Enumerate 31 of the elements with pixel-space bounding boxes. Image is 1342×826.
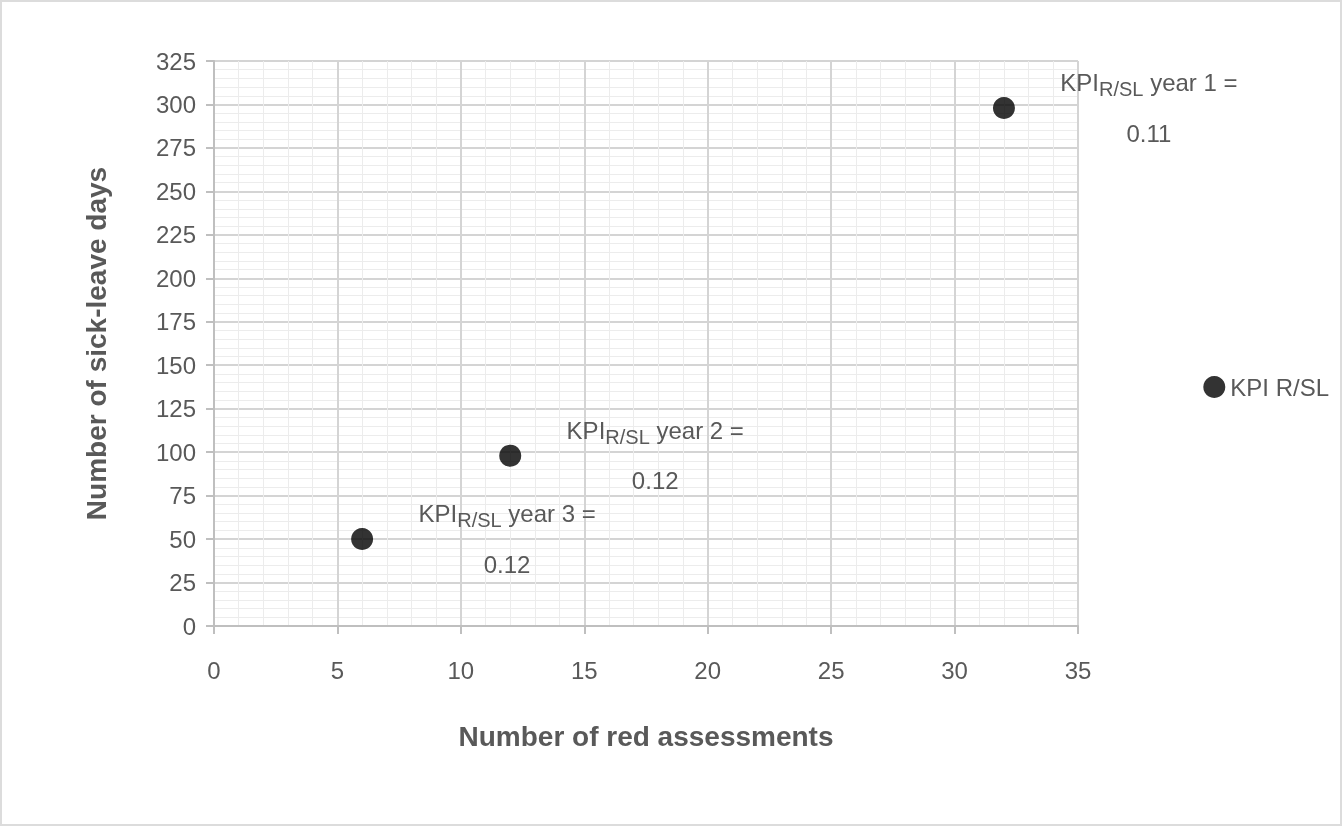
- y-tick-label: 175: [155, 308, 196, 336]
- y-tick-label: 50: [169, 525, 196, 553]
- y-tick-label: 225: [155, 221, 196, 249]
- point: [351, 528, 374, 551]
- x-tick-label: 15: [570, 656, 598, 684]
- x-tick-label: 0: [207, 656, 221, 684]
- annotation: KPI$_{R/SL}$ year 3 = 0.12: [417, 498, 597, 580]
- legend-label: KPI R/SL: [1230, 373, 1330, 401]
- y-tick-label: 200: [155, 264, 196, 292]
- y-tick-label: 25: [169, 569, 196, 597]
- x-axis-title: Number of red assessments: [458, 720, 834, 752]
- x-tick-label: 35: [1064, 656, 1092, 684]
- x-tick-label: 25: [817, 656, 845, 684]
- y-tick-label: 75: [169, 482, 196, 510]
- y-tick-label: 325: [155, 47, 196, 75]
- y-tick-label: 250: [155, 177, 196, 205]
- x-tick-label: 30: [941, 656, 968, 684]
- y-tick-label: 150: [155, 351, 196, 379]
- y-axis-title: Number of sick-leave days: [80, 166, 112, 521]
- x-tick-label: 20: [694, 656, 722, 684]
- y-tick-label: 275: [155, 134, 196, 162]
- point: [992, 96, 1015, 119]
- y-tick-label: 0: [182, 612, 196, 640]
- x-tick-label: 10: [447, 656, 475, 684]
- y-tick-label: 300: [155, 90, 196, 118]
- point: [499, 444, 522, 467]
- annotation: KPI$_{R/SL}$ year 1 = 0.11: [1059, 67, 1239, 149]
- y-tick-label: 100: [155, 438, 196, 466]
- annotation: KPI$_{R/SL}$ year 2 = 0.12: [566, 416, 744, 495]
- y-tick-label: 125: [155, 395, 196, 423]
- x-tick-label: 5: [330, 656, 345, 684]
